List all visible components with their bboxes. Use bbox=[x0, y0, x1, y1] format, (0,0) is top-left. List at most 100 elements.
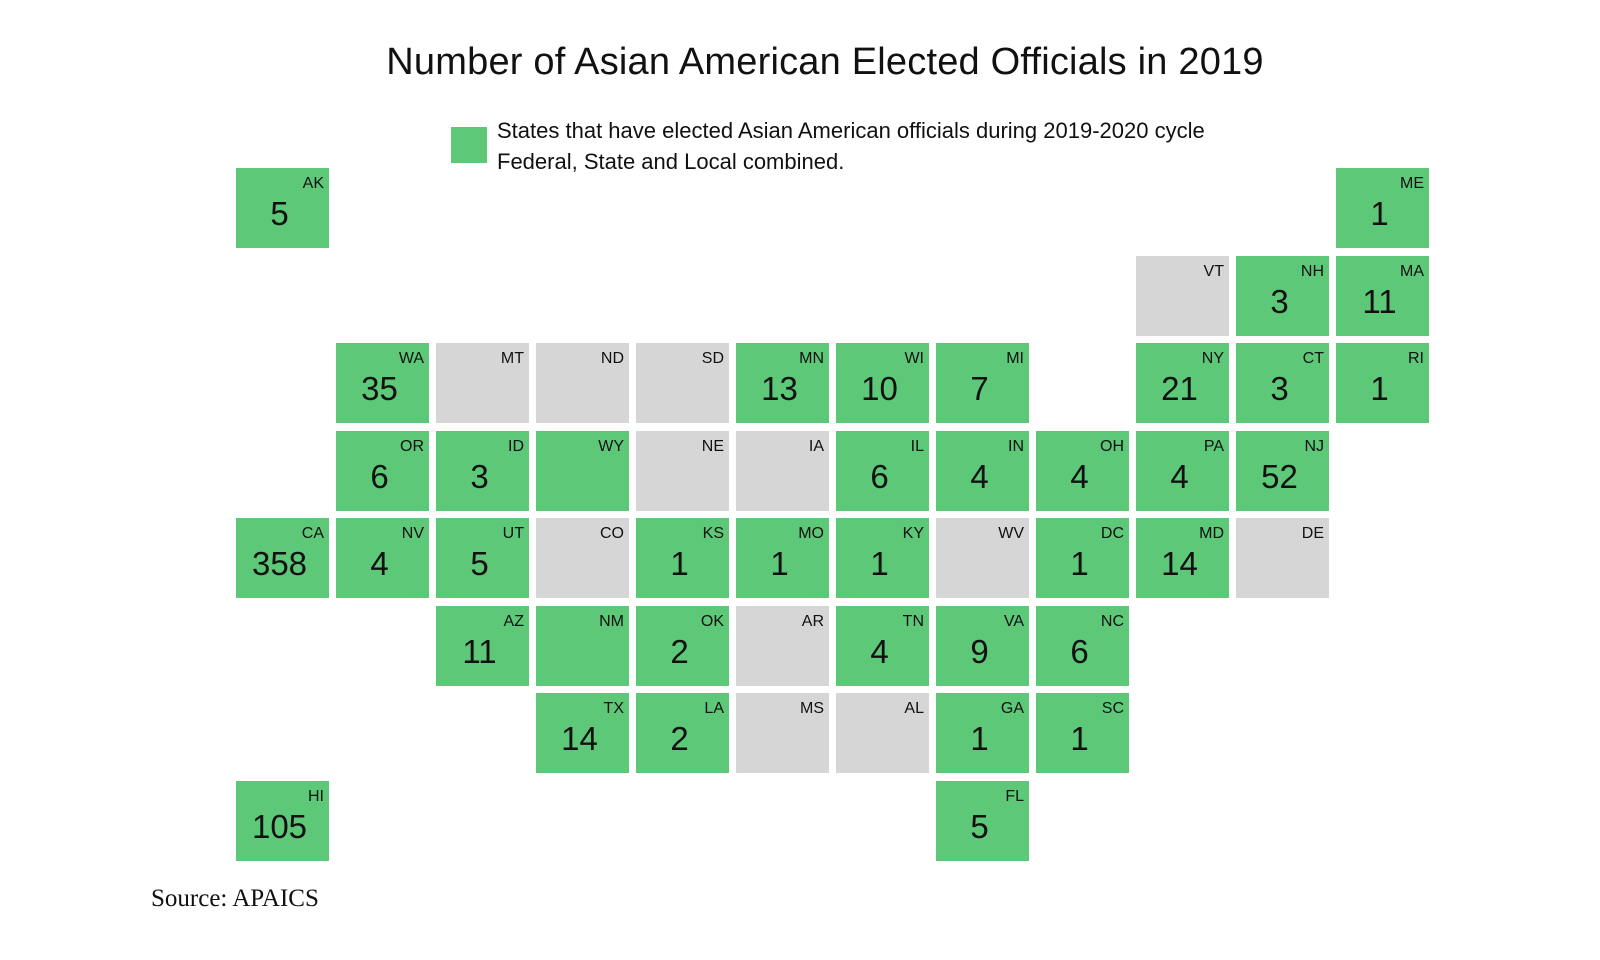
state-abbr: PA bbox=[1203, 438, 1224, 455]
state-tile-or: OR 6 bbox=[336, 431, 429, 511]
state-count: 10 bbox=[861, 370, 898, 407]
state-abbr: IA bbox=[808, 438, 824, 455]
state-tile-vt: VT bbox=[1136, 256, 1229, 336]
state-count: 4 bbox=[970, 458, 989, 495]
state-abbr: VA bbox=[1003, 613, 1024, 630]
state-count: 6 bbox=[870, 458, 889, 495]
state-tile-ga: GA 1 bbox=[936, 693, 1029, 773]
state-tile-la: LA 2 bbox=[636, 693, 729, 773]
state-count: 4 bbox=[870, 633, 889, 670]
state-tile-sc: SC 1 bbox=[1036, 693, 1129, 773]
state-abbr: OR bbox=[400, 438, 424, 455]
state-tile-in: IN 4 bbox=[936, 431, 1029, 511]
state-tile-sd: SD bbox=[636, 343, 729, 423]
state-tile-al: AL bbox=[836, 693, 929, 773]
state-abbr: SC bbox=[1101, 700, 1124, 717]
state-abbr: SD bbox=[701, 350, 724, 367]
state-count: 1 bbox=[1070, 545, 1089, 582]
state-tile-tn: TN 4 bbox=[836, 606, 929, 686]
state-abbr: ID bbox=[508, 438, 524, 455]
state-abbr: ME bbox=[1400, 175, 1424, 192]
state-count: 4 bbox=[1170, 458, 1189, 495]
state-count: 35 bbox=[361, 370, 398, 407]
state-count: 2 bbox=[670, 633, 689, 670]
state-tile-tx: TX 14 bbox=[536, 693, 629, 773]
state-abbr: MO bbox=[798, 525, 824, 542]
state-tile-wy: WY bbox=[536, 431, 629, 511]
state-count: 13 bbox=[761, 370, 798, 407]
state-tile-mt: MT bbox=[436, 343, 529, 423]
state-abbr: MN bbox=[799, 350, 824, 367]
state-abbr: FL bbox=[1005, 788, 1024, 805]
state-count: 3 bbox=[1270, 370, 1289, 407]
state-abbr: WI bbox=[904, 350, 924, 367]
state-tile-mi: MI 7 bbox=[936, 343, 1029, 423]
state-count: 1 bbox=[1370, 195, 1389, 232]
state-abbr: AR bbox=[801, 613, 824, 630]
state-tile-ri: RI 1 bbox=[1336, 343, 1429, 423]
state-abbr: TN bbox=[902, 613, 924, 630]
state-tile-fl: FL 5 bbox=[936, 781, 1029, 861]
state-count: 1 bbox=[870, 545, 889, 582]
state-tile-nd: ND bbox=[536, 343, 629, 423]
state-tile-nc: NC 6 bbox=[1036, 606, 1129, 686]
state-count: 358 bbox=[251, 545, 308, 582]
state-tile-ar: AR bbox=[736, 606, 829, 686]
state-tile-wi: WI 10 bbox=[836, 343, 929, 423]
state-abbr: NJ bbox=[1304, 438, 1324, 455]
state-tile-il: IL 6 bbox=[836, 431, 929, 511]
state-count: 9 bbox=[970, 633, 989, 670]
state-abbr: MD bbox=[1199, 525, 1224, 542]
state-abbr: RI bbox=[1408, 350, 1424, 367]
state-count: 2 bbox=[670, 720, 689, 757]
state-count: 5 bbox=[270, 195, 289, 232]
state-tile-ut: UT 5 bbox=[436, 518, 529, 598]
state-count: 3 bbox=[470, 458, 489, 495]
state-abbr: GA bbox=[1000, 700, 1024, 717]
state-count: 11 bbox=[462, 633, 497, 670]
state-tile-me: ME 1 bbox=[1336, 168, 1429, 248]
state-tile-ca: CA 358 bbox=[236, 518, 329, 598]
state-count: 11 bbox=[1362, 283, 1397, 320]
legend-text: States that have elected Asian American … bbox=[497, 115, 1397, 177]
state-abbr: HI bbox=[308, 788, 324, 805]
state-abbr: MA bbox=[1400, 263, 1424, 280]
state-count: 7 bbox=[970, 370, 989, 407]
state-tile-ct: CT 3 bbox=[1236, 343, 1329, 423]
state-abbr: MT bbox=[500, 350, 524, 367]
state-tile-pa: PA 4 bbox=[1136, 431, 1229, 511]
state-tile-ny: NY 21 bbox=[1136, 343, 1229, 423]
state-tile-oh: OH 4 bbox=[1036, 431, 1129, 511]
state-abbr: CO bbox=[600, 525, 624, 542]
state-abbr: NV bbox=[401, 525, 424, 542]
state-abbr: WA bbox=[398, 350, 424, 367]
state-tile-nv: NV 4 bbox=[336, 518, 429, 598]
source-note: Source: APAICS bbox=[151, 885, 319, 912]
state-tile-ms: MS bbox=[736, 693, 829, 773]
state-tile-dc: DC 1 bbox=[1036, 518, 1129, 598]
state-abbr: NM bbox=[599, 613, 624, 630]
state-count: 1 bbox=[770, 545, 789, 582]
state-count: 14 bbox=[1161, 545, 1198, 582]
state-abbr: KY bbox=[902, 525, 924, 542]
state-count: 105 bbox=[251, 808, 308, 845]
state-tile-co: CO bbox=[536, 518, 629, 598]
state-abbr: MS bbox=[800, 700, 824, 717]
state-tile-az: AZ 11 bbox=[436, 606, 529, 686]
state-count: 4 bbox=[1070, 458, 1089, 495]
state-count: 1 bbox=[1370, 370, 1389, 407]
state-tile-mo: MO 1 bbox=[736, 518, 829, 598]
state-tile-ks: KS 1 bbox=[636, 518, 729, 598]
state-tile-nj: NJ 52 bbox=[1236, 431, 1329, 511]
state-abbr: NC bbox=[1100, 613, 1124, 630]
state-abbr: CT bbox=[1302, 350, 1324, 367]
state-count: 3 bbox=[1270, 283, 1289, 320]
state-tile-wa: WA 35 bbox=[336, 343, 429, 423]
state-abbr: NE bbox=[701, 438, 724, 455]
state-abbr: CA bbox=[301, 525, 324, 542]
state-abbr: DE bbox=[1301, 525, 1324, 542]
state-count: 6 bbox=[1070, 633, 1089, 670]
state-abbr: UT bbox=[502, 525, 524, 542]
state-abbr: MI bbox=[1006, 350, 1024, 367]
state-count: 52 bbox=[1261, 458, 1298, 495]
